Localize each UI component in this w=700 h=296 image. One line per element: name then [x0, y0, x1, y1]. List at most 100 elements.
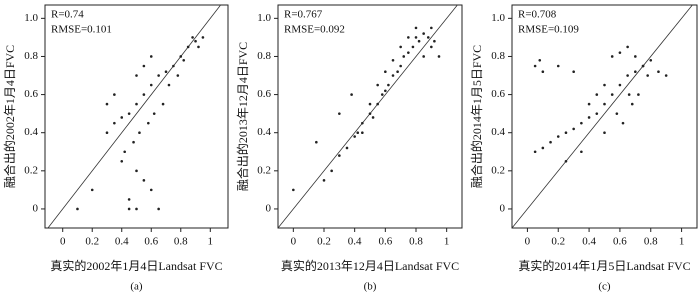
y-tick-label: 0.4 [24, 126, 38, 138]
annotation: RMSE=0.092 [284, 24, 345, 36]
x-tick-label: 0.2 [551, 236, 565, 248]
point [315, 140, 318, 144]
point [430, 26, 433, 30]
point [350, 93, 353, 96]
y-axis-label: 融合出的2013年12月4日FVC [235, 42, 250, 191]
point [387, 83, 390, 87]
point [533, 150, 537, 154]
point [338, 112, 341, 115]
x-tick-label: 0.6 [144, 236, 158, 248]
point [322, 179, 326, 182]
point [430, 45, 433, 49]
point [123, 150, 126, 154]
y-tick-label: 0.2 [24, 164, 38, 176]
point [376, 83, 379, 87]
point [356, 131, 360, 135]
y-tick-label: 1.0 [24, 12, 38, 24]
point [368, 102, 372, 106]
point [399, 64, 402, 68]
point [197, 45, 200, 49]
point [127, 112, 131, 115]
x-tick-label: 0.8 [644, 236, 658, 248]
y-tick-label: 0.8 [491, 50, 505, 62]
point [368, 112, 372, 115]
y-tick-label: 0.8 [257, 50, 271, 62]
point [649, 58, 653, 62]
point [396, 70, 399, 74]
point [399, 45, 402, 49]
point [391, 58, 395, 62]
annotation: RMSE=0.109 [518, 24, 579, 36]
y-tick-label: 0.6 [491, 88, 505, 100]
point [657, 70, 660, 74]
point [580, 150, 583, 154]
x-tick-label: 0.4 [582, 236, 596, 248]
point [120, 159, 124, 163]
point [664, 74, 668, 77]
point [533, 64, 537, 68]
plot-frame [277, 4, 463, 229]
plot-frame [44, 4, 229, 229]
point [564, 159, 568, 163]
point [376, 102, 379, 106]
point [603, 131, 606, 135]
point [621, 121, 625, 125]
point [191, 36, 194, 39]
annotation: R=0.708 [518, 9, 557, 21]
x-tick-label: 0.2 [85, 236, 99, 248]
point [132, 140, 135, 144]
point [380, 93, 384, 96]
y-tick-label: 0.4 [257, 126, 271, 138]
point [164, 70, 168, 74]
annotation: R=0.767 [284, 9, 323, 21]
point [618, 51, 622, 54]
point [105, 131, 109, 135]
point [142, 179, 146, 182]
point [292, 188, 295, 192]
x-tick-label: 0.8 [174, 236, 188, 248]
point [564, 131, 568, 135]
point [157, 207, 160, 211]
point [580, 121, 583, 125]
point [384, 89, 387, 93]
point [135, 74, 138, 77]
point [149, 83, 153, 87]
point [630, 102, 634, 106]
y-tick-label: 0.8 [24, 50, 38, 62]
point [135, 169, 138, 173]
point [407, 36, 410, 39]
point [634, 70, 637, 74]
point [147, 121, 150, 125]
point [384, 70, 387, 74]
point [646, 74, 649, 77]
point [556, 135, 560, 138]
point [637, 93, 640, 96]
point [402, 55, 406, 58]
point [641, 64, 645, 68]
point [353, 135, 356, 138]
point [422, 55, 425, 58]
point [391, 74, 395, 77]
point [127, 198, 131, 201]
point [634, 55, 637, 58]
point [149, 55, 153, 58]
point [90, 188, 94, 192]
point [161, 102, 165, 106]
plot-frame [511, 4, 698, 229]
point [407, 51, 410, 54]
point [345, 146, 349, 150]
x-tick-label: 0.6 [378, 236, 392, 248]
point [186, 45, 190, 49]
point [417, 39, 421, 43]
caption: (c) [598, 281, 611, 293]
point [572, 127, 575, 131]
point [176, 74, 180, 77]
point [426, 36, 430, 39]
one-to-one-line [277, 4, 458, 229]
point [76, 207, 79, 211]
point [194, 39, 197, 43]
point [626, 74, 629, 77]
point [603, 83, 606, 87]
point [361, 121, 364, 125]
